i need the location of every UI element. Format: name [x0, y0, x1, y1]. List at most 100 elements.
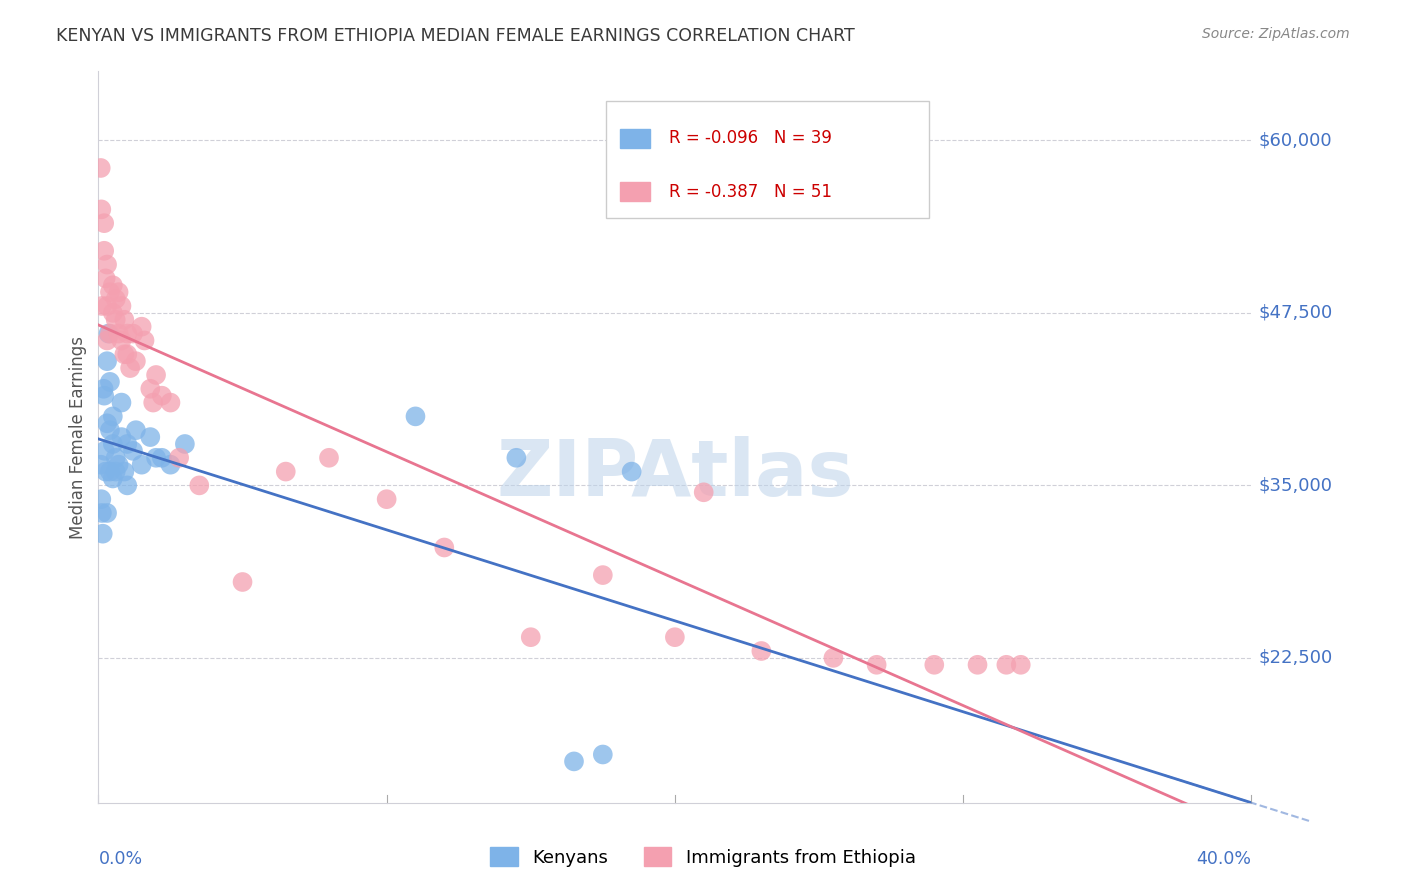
- Point: [159, 395, 181, 409]
- Point: [107, 285, 129, 300]
- Point: [188, 478, 211, 492]
- Point: [90, 492, 112, 507]
- Point: [159, 458, 181, 472]
- Point: [101, 437, 124, 451]
- Point: [93, 389, 115, 403]
- Text: $22,500: $22,500: [1258, 648, 1333, 667]
- Text: 0.0%: 0.0%: [98, 850, 142, 868]
- Point: [823, 651, 845, 665]
- Point: [93, 382, 115, 396]
- Point: [101, 278, 124, 293]
- Point: [98, 326, 121, 341]
- Point: [375, 492, 398, 507]
- Point: [110, 395, 132, 409]
- Point: [125, 423, 148, 437]
- Point: [592, 747, 614, 762]
- Bar: [620, 128, 650, 147]
- Point: [131, 319, 153, 334]
- Point: [112, 347, 135, 361]
- Point: [405, 409, 427, 424]
- Point: [94, 443, 117, 458]
- Point: [101, 306, 124, 320]
- Point: [98, 465, 121, 479]
- Point: [117, 326, 138, 341]
- Point: [131, 458, 153, 472]
- Point: [562, 755, 585, 769]
- Point: [117, 347, 138, 361]
- Point: [318, 450, 340, 465]
- Point: [96, 417, 118, 431]
- Bar: [620, 182, 650, 202]
- Point: [922, 657, 945, 672]
- Point: [145, 450, 167, 465]
- Point: [97, 326, 120, 341]
- Point: [134, 334, 156, 348]
- Point: [107, 458, 129, 472]
- Point: [620, 465, 643, 479]
- Point: [98, 375, 121, 389]
- Text: $47,500: $47,500: [1258, 304, 1333, 322]
- Point: [96, 354, 118, 368]
- Point: [101, 409, 124, 424]
- Point: [139, 430, 162, 444]
- Text: $60,000: $60,000: [1258, 131, 1331, 149]
- Point: [93, 244, 115, 258]
- Point: [96, 334, 118, 348]
- Point: [505, 450, 527, 465]
- Point: [107, 326, 129, 341]
- Point: [98, 423, 121, 437]
- Point: [104, 450, 127, 465]
- Point: [94, 271, 117, 285]
- Point: [110, 334, 132, 348]
- Point: [1010, 657, 1032, 672]
- Point: [150, 389, 173, 403]
- Point: [274, 465, 297, 479]
- Point: [112, 465, 135, 479]
- Text: ZIPAtlas: ZIPAtlas: [496, 435, 853, 512]
- Point: [90, 202, 112, 217]
- Point: [231, 574, 254, 589]
- Point: [995, 657, 1018, 672]
- Point: [866, 657, 889, 672]
- Point: [751, 644, 773, 658]
- Point: [520, 630, 543, 644]
- Point: [693, 485, 716, 500]
- Point: [139, 382, 162, 396]
- Point: [110, 299, 132, 313]
- Text: R = -0.387   N = 51: R = -0.387 N = 51: [669, 183, 832, 201]
- Point: [96, 506, 118, 520]
- Point: [167, 450, 190, 465]
- Point: [174, 437, 197, 451]
- Point: [142, 395, 165, 409]
- Point: [433, 541, 456, 555]
- Text: KENYAN VS IMMIGRANTS FROM ETHIOPIA MEDIAN FEMALE EARNINGS CORRELATION CHART: KENYAN VS IMMIGRANTS FROM ETHIOPIA MEDIA…: [56, 27, 855, 45]
- Text: Source: ZipAtlas.com: Source: ZipAtlas.com: [1202, 27, 1350, 41]
- Point: [90, 161, 112, 175]
- Y-axis label: Median Female Earnings: Median Female Earnings: [69, 335, 87, 539]
- Point: [966, 657, 988, 672]
- Point: [90, 458, 112, 472]
- Text: R = -0.096   N = 39: R = -0.096 N = 39: [669, 129, 832, 147]
- Point: [122, 443, 145, 458]
- Point: [117, 437, 138, 451]
- Point: [90, 506, 112, 520]
- Point: [93, 216, 115, 230]
- Point: [117, 478, 138, 492]
- Point: [122, 326, 145, 341]
- Point: [104, 465, 127, 479]
- Text: 40.0%: 40.0%: [1197, 850, 1251, 868]
- Point: [145, 368, 167, 382]
- Point: [150, 450, 173, 465]
- Point: [125, 354, 148, 368]
- Point: [91, 526, 114, 541]
- Point: [101, 471, 124, 485]
- Point: [664, 630, 686, 644]
- Legend: Kenyans, Immigrants from Ethiopia: Kenyans, Immigrants from Ethiopia: [484, 840, 922, 874]
- Point: [96, 258, 118, 272]
- Point: [98, 285, 121, 300]
- Point: [104, 312, 127, 326]
- Point: [96, 299, 118, 313]
- Text: $35,000: $35,000: [1258, 476, 1333, 494]
- Point: [90, 299, 112, 313]
- Point: [120, 361, 142, 376]
